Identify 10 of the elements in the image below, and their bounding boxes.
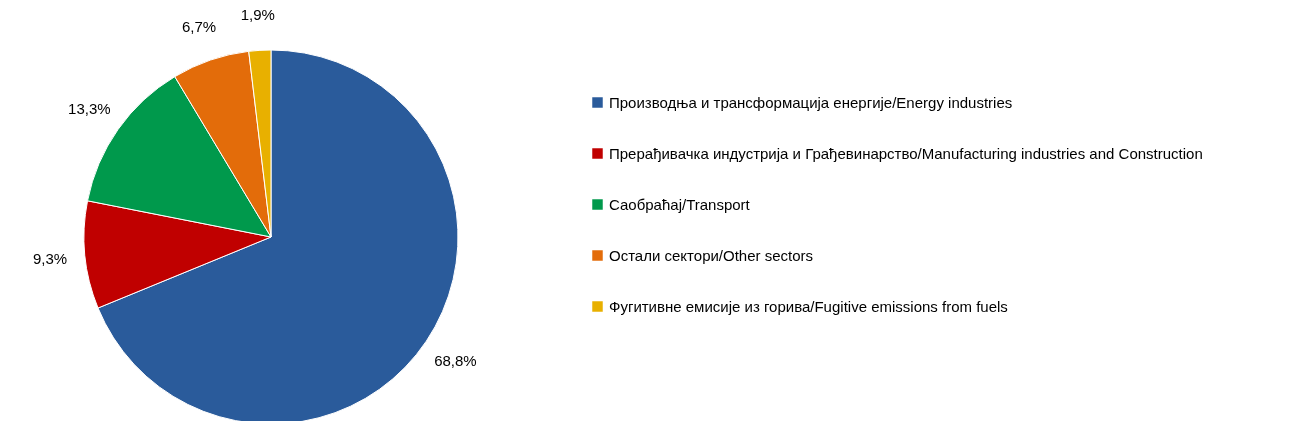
data-label: 13,3%: [68, 100, 111, 118]
legend-label: Фугитивне емисије из горива/Fugitive emissions from fuels: [609, 297, 1008, 315]
legend-label: Производња и трансформација енергије/Energy industries: [609, 93, 1013, 111]
legend-label: Саобраћај/Transport: [609, 195, 751, 213]
data-label: 9,3%: [32, 249, 68, 267]
data-label: 68,8%: [434, 351, 477, 369]
legend-label: Прерађивачка индустрија и Грађевинарство/Manufacturing industries and Construction: [609, 144, 1203, 162]
data-label: 6,7%: [181, 17, 217, 35]
data-label: 1,9%: [240, 6, 275, 24]
legend-label: Остали сектори/Other sectors: [609, 246, 814, 264]
